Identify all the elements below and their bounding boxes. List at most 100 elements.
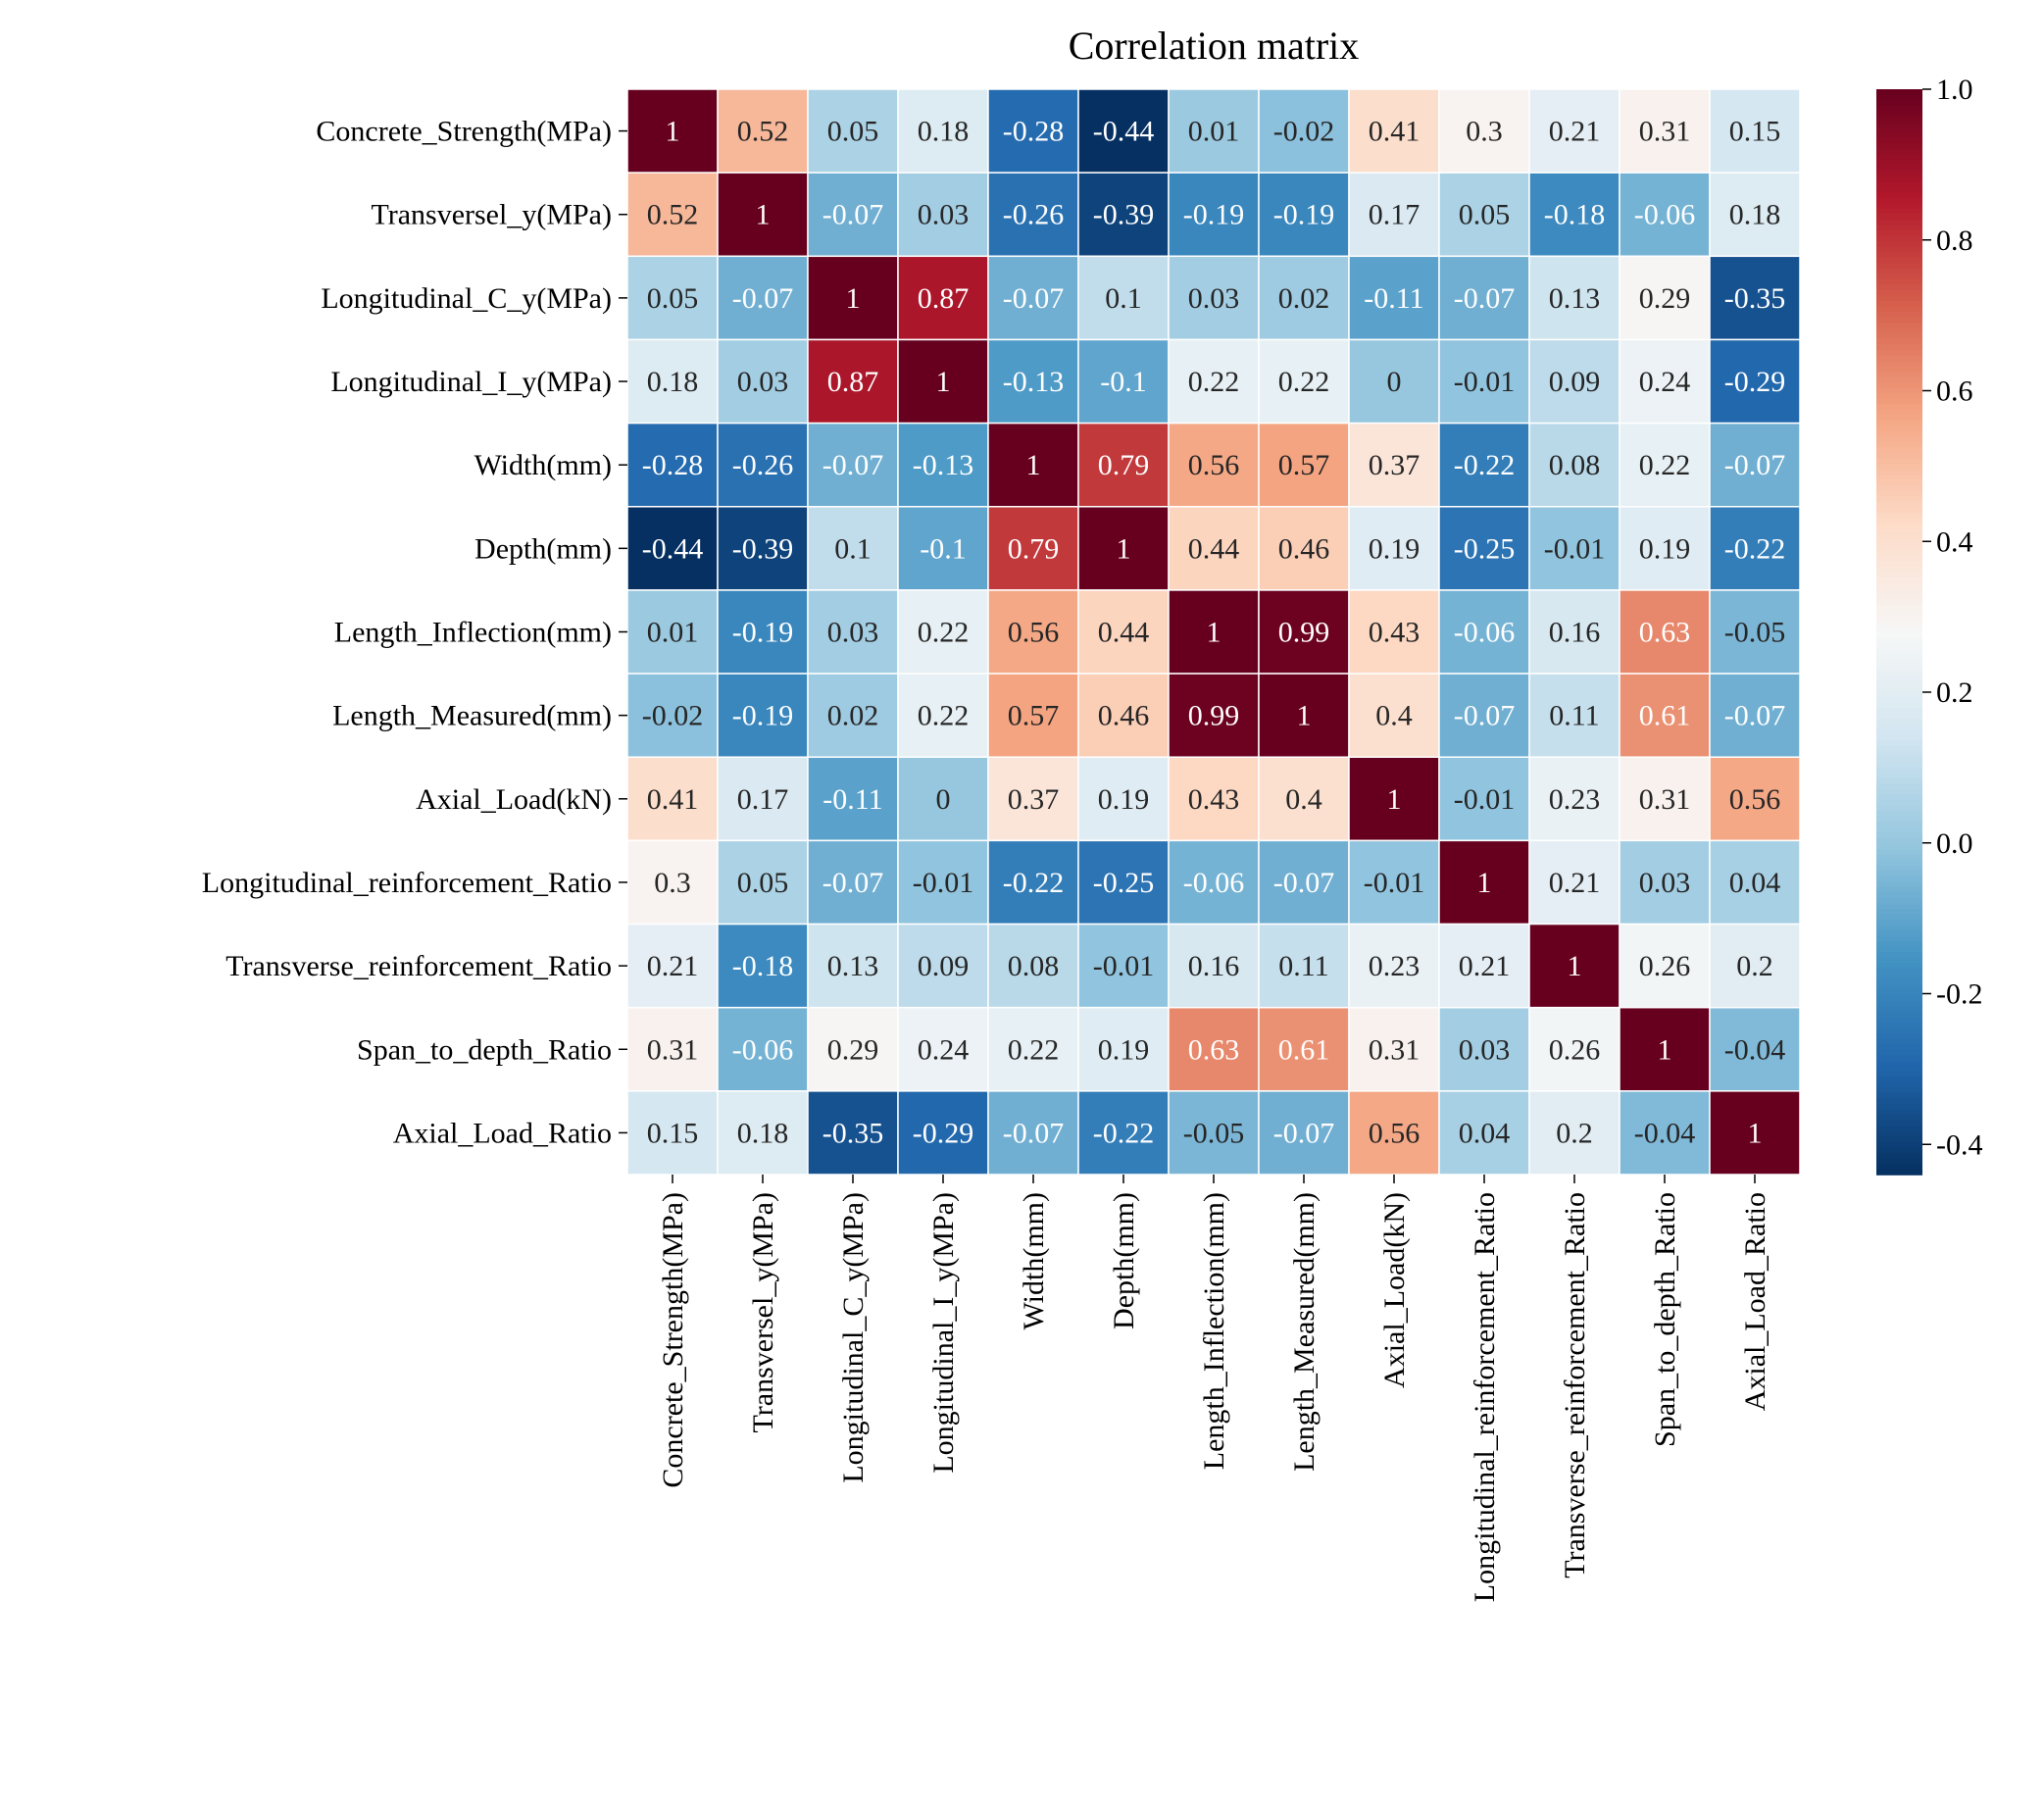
- cell-value-label: 0.63: [1639, 617, 1691, 649]
- colorbar-tick-label: 0.6: [1936, 375, 1973, 408]
- cell-value-label: 0.17: [737, 783, 789, 816]
- colorbar-segment: [1876, 1109, 1922, 1116]
- heatmap-cell: [1077, 1006, 1170, 1092]
- heatmap-cell: [807, 88, 899, 174]
- heatmap-cell: [1528, 338, 1620, 425]
- heatmap-cell: [1348, 756, 1440, 842]
- heatmap-cell: [1348, 172, 1440, 258]
- colorbar-segment: [1876, 485, 1922, 492]
- heatmap-cell: [807, 255, 899, 341]
- cell-value-label: 1: [1658, 1033, 1672, 1066]
- cell-value-label: 0.61: [1278, 1033, 1330, 1066]
- heatmap-cell: [807, 1006, 899, 1092]
- cell-value-label: 0.18: [918, 116, 970, 148]
- cell-value-label: 0.56: [1729, 783, 1781, 816]
- cell-value-label: 0.05: [737, 867, 789, 899]
- heatmap-cell: [897, 923, 989, 1009]
- cell-value-label: 0.43: [1369, 617, 1421, 649]
- x-tick-label: Longitudinal_I_y(MPa): [927, 1192, 960, 1474]
- colorbar-segment: [1876, 186, 1922, 193]
- cell-value-label: -0.05: [1724, 617, 1786, 649]
- colorbar-segment: [1876, 1169, 1922, 1176]
- cell-value-label: -0.19: [1273, 199, 1335, 231]
- cell-value-label: 0.4: [1285, 783, 1322, 816]
- heatmap-cell: [717, 506, 809, 591]
- cell-value-label: 0.09: [918, 950, 970, 982]
- colorbar-segment: [1876, 300, 1922, 308]
- row-labels: Concrete_Strength(MPa) Transversel_y(MPa)…: [202, 116, 627, 1149]
- cell-value-label: -0.28: [1003, 116, 1065, 148]
- cell-value-label: 0.03: [827, 617, 879, 649]
- colorbar-segment: [1876, 197, 1922, 205]
- cell-value-label: 0.16: [1549, 617, 1601, 649]
- colorbar-segment: [1876, 588, 1922, 595]
- cell-value-label: 0.26: [1639, 950, 1691, 982]
- colorbar-segment: [1876, 219, 1922, 226]
- colorbar-segment: [1876, 995, 1922, 1002]
- colorbar-segment: [1876, 848, 1922, 856]
- colorbar-segment: [1876, 137, 1922, 145]
- cell-value-label: 0.56: [1188, 449, 1240, 481]
- cell-value-label: 0.46: [1278, 532, 1330, 565]
- colorbar-segment: [1876, 214, 1922, 221]
- cell-value-label: 0.41: [1369, 116, 1421, 148]
- heatmap-cell: [1077, 172, 1170, 258]
- cell-value-label: 0.11: [1549, 700, 1599, 732]
- heatmap-cell: [1709, 172, 1801, 258]
- heatmap-cell: [897, 1090, 989, 1176]
- cell-value-label: 1: [1297, 700, 1312, 732]
- cell-value-label: 0.37: [1008, 783, 1060, 816]
- heatmap-cell: [1709, 255, 1801, 341]
- colorbar-segment: [1876, 756, 1922, 764]
- cell-value-label: 0.21: [1459, 950, 1511, 982]
- heatmap-cell: [1528, 756, 1620, 842]
- colorbar-segment: [1876, 1092, 1922, 1100]
- heatmap-cell: [1168, 172, 1260, 258]
- cell-value-label: -0.13: [1003, 366, 1065, 398]
- colorbar-segment: [1876, 734, 1922, 741]
- colorbar-segment: [1876, 940, 1922, 948]
- cell-value-label: 0.44: [1098, 617, 1150, 649]
- cell-value-label: 0.15: [647, 1117, 699, 1149]
- colorbar-segment: [1876, 306, 1922, 313]
- colorbar-segment: [1876, 1141, 1922, 1149]
- heatmap-cell: [1528, 1090, 1620, 1176]
- heatmap-cell: [897, 1006, 989, 1092]
- colorbar-segment: [1876, 984, 1922, 991]
- cell-value-label: 0.29: [827, 1033, 879, 1066]
- cell-value-label: 0.3: [1466, 116, 1503, 148]
- cell-value-label: 0: [1387, 366, 1402, 398]
- colorbar-segment: [1876, 1033, 1922, 1040]
- x-tick-label: Concrete_Strength(MPa): [657, 1192, 689, 1488]
- colorbar-segment: [1876, 974, 1922, 980]
- colorbar-segment: [1876, 1055, 1922, 1062]
- colorbar-segment: [1876, 952, 1922, 959]
- colorbar-segment: [1876, 1060, 1922, 1068]
- colorbar-tick-label: 0.8: [1936, 225, 1973, 257]
- colorbar-segment: [1876, 349, 1922, 357]
- cell-value-label: 1: [1026, 449, 1041, 481]
- x-tick-label: Depth(mm): [1108, 1192, 1140, 1329]
- cell-value-label: 0.05: [1459, 199, 1511, 231]
- heatmap-cell: [1709, 1090, 1801, 1176]
- colorbar-segment: [1876, 257, 1922, 264]
- cell-value-label: -0.18: [1544, 199, 1606, 231]
- colorbar-segment: [1876, 268, 1922, 275]
- colorbar-segment: [1876, 822, 1922, 828]
- colorbar-segment: [1876, 957, 1922, 964]
- colorbar-segment: [1876, 1023, 1922, 1029]
- y-tick-label: Longitudinal_reinforcement_Ratio: [202, 867, 612, 899]
- colorbar-segment: [1876, 89, 1922, 96]
- cell-value-label: 0.11: [1278, 950, 1328, 982]
- heatmap-cell: [1709, 923, 1801, 1009]
- cell-value-label: -0.01: [1093, 950, 1155, 982]
- colorbar-segment: [1876, 859, 1922, 867]
- cell-value-label: 0.29: [1639, 282, 1691, 315]
- heatmap-cell: [807, 673, 899, 758]
- colorbar-segment: [1876, 148, 1922, 156]
- cell-value-label: -0.06: [1634, 199, 1696, 231]
- heatmap-cell: [1438, 88, 1530, 174]
- cell-value-label: 0.19: [1369, 532, 1421, 565]
- cell-value-label: 0.03: [1188, 282, 1240, 315]
- colorbar-segment: [1876, 501, 1922, 508]
